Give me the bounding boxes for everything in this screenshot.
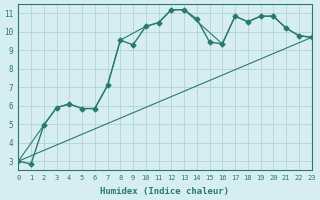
X-axis label: Humidex (Indice chaleur): Humidex (Indice chaleur) bbox=[100, 187, 229, 196]
